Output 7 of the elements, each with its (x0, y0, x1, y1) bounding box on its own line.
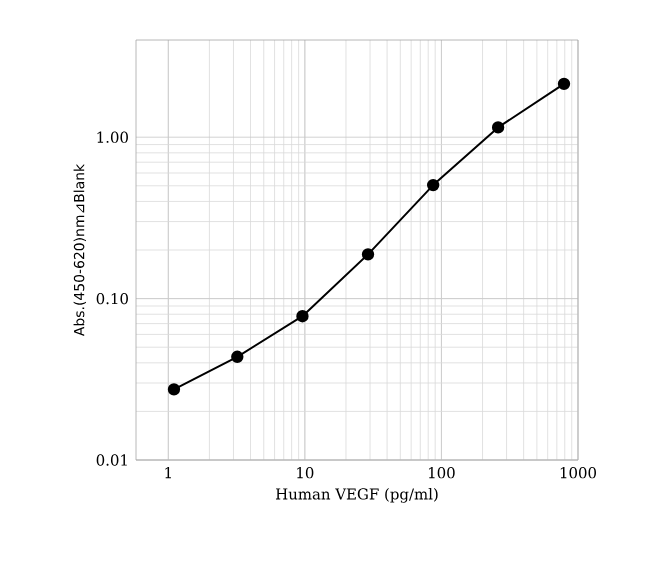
point (361, 248, 375, 261)
point (296, 310, 309, 323)
point (167, 383, 181, 396)
point (491, 121, 505, 134)
point (557, 77, 571, 91)
point (426, 178, 440, 192)
point (231, 350, 244, 363)
